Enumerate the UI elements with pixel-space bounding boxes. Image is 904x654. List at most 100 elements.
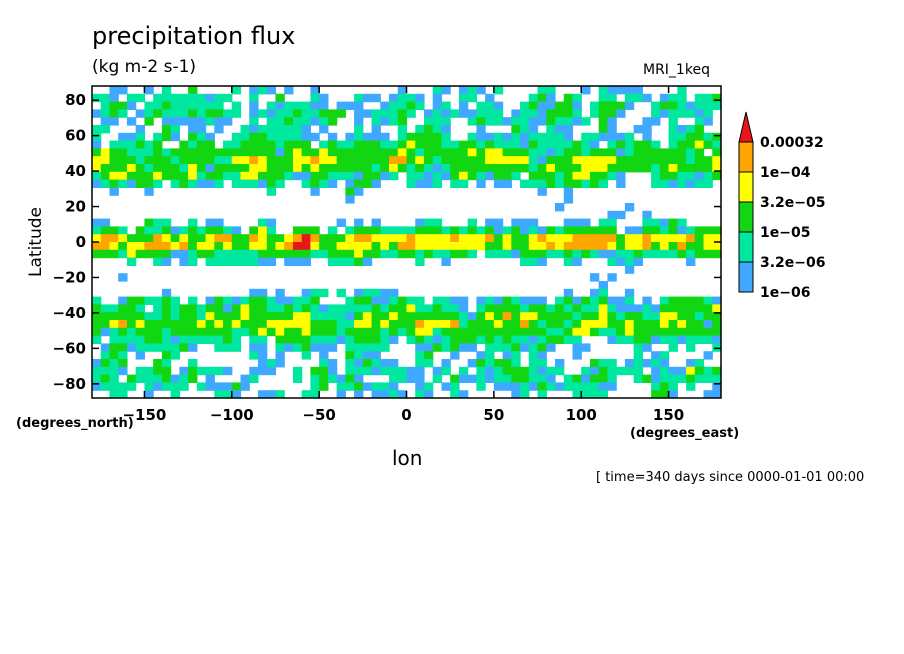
heat-cell bbox=[301, 226, 312, 235]
heat-cell bbox=[528, 242, 539, 251]
heat-cell bbox=[345, 195, 355, 204]
heat-cell bbox=[292, 304, 303, 313]
heat-cell bbox=[668, 179, 678, 188]
heat-cell bbox=[336, 164, 346, 173]
heat-cell bbox=[493, 382, 504, 391]
heat-cell bbox=[170, 179, 180, 188]
heat-cell bbox=[310, 86, 320, 95]
heat-cell bbox=[345, 148, 355, 157]
heat-cell bbox=[284, 249, 294, 259]
heat-cell bbox=[423, 249, 434, 259]
heat-cell bbox=[345, 101, 355, 110]
heat-cell bbox=[589, 359, 600, 368]
heat-cell bbox=[118, 327, 128, 337]
heat-cell bbox=[616, 148, 626, 157]
heat-cell bbox=[633, 242, 643, 251]
heat-cell bbox=[135, 312, 146, 321]
heat-cell bbox=[581, 343, 591, 352]
heat-cell bbox=[686, 109, 696, 118]
heat-cell bbox=[354, 320, 364, 329]
heat-cell bbox=[555, 304, 565, 313]
heat-cell bbox=[170, 249, 180, 259]
heat-cell bbox=[598, 382, 609, 391]
heat-cell bbox=[135, 343, 146, 352]
heat-cell bbox=[502, 320, 512, 329]
heat-cell bbox=[528, 335, 539, 344]
heat-cell bbox=[659, 148, 670, 157]
heat-cell bbox=[659, 171, 670, 181]
heat-cell bbox=[546, 93, 556, 103]
heat-cell bbox=[502, 164, 512, 173]
heat-cell bbox=[511, 132, 521, 142]
heat-cell bbox=[257, 171, 268, 181]
heat-cell bbox=[415, 374, 425, 383]
heat-cell bbox=[423, 335, 434, 344]
heat-cell bbox=[135, 242, 146, 251]
heat-cell bbox=[362, 257, 373, 266]
heat-cell bbox=[467, 93, 477, 103]
heat-cell bbox=[362, 312, 373, 321]
heat-cell bbox=[511, 343, 521, 352]
heat-cell bbox=[511, 218, 521, 227]
heat-cell bbox=[607, 366, 617, 376]
heat-cell bbox=[231, 101, 242, 110]
heat-cell bbox=[371, 164, 381, 173]
heat-cell bbox=[555, 148, 565, 157]
heat-cell bbox=[188, 359, 198, 368]
heat-cell bbox=[109, 343, 119, 352]
heat-cell bbox=[389, 242, 399, 251]
heat-cell bbox=[275, 140, 285, 149]
heat-cell bbox=[467, 327, 477, 337]
heat-cell bbox=[589, 179, 600, 188]
heat-cell bbox=[118, 109, 128, 118]
heat-cell bbox=[555, 156, 565, 165]
heat-cell bbox=[310, 156, 320, 165]
heat-cell bbox=[686, 140, 696, 149]
heat-cell bbox=[354, 257, 364, 266]
heat-cell bbox=[380, 288, 390, 298]
heat-cell bbox=[327, 257, 338, 266]
heat-cell bbox=[319, 374, 329, 383]
heat-cell bbox=[161, 374, 172, 383]
heat-cell bbox=[354, 132, 364, 142]
heat-cell bbox=[301, 312, 312, 321]
heat-cell bbox=[161, 366, 172, 376]
heat-cell bbox=[345, 312, 355, 321]
heat-cell bbox=[703, 296, 713, 305]
heat-cell bbox=[389, 164, 399, 173]
heat-cell bbox=[179, 374, 189, 383]
heat-cell bbox=[240, 242, 250, 251]
heat-cell bbox=[450, 327, 460, 337]
heat-cell bbox=[161, 242, 172, 251]
heat-cell bbox=[118, 132, 128, 142]
heat-cell bbox=[205, 132, 215, 142]
heat-cell bbox=[126, 132, 137, 142]
heat-cell bbox=[179, 234, 189, 243]
heat-cell bbox=[161, 320, 172, 329]
heat-cell bbox=[598, 374, 609, 383]
heat-cell bbox=[319, 351, 329, 360]
heat-cell bbox=[572, 296, 582, 305]
heat-cell bbox=[362, 109, 373, 118]
heat-cell bbox=[144, 242, 154, 251]
heat-cell bbox=[249, 234, 259, 243]
heat-cell bbox=[380, 242, 390, 251]
heat-cell bbox=[572, 117, 582, 126]
heat-cell bbox=[642, 242, 652, 251]
heat-cell bbox=[589, 382, 600, 391]
heat-cell bbox=[415, 327, 425, 337]
heat-cell bbox=[380, 320, 390, 329]
heat-cell bbox=[257, 218, 268, 227]
heat-cell bbox=[310, 242, 320, 251]
heat-cell bbox=[528, 226, 539, 235]
heat-cell bbox=[354, 296, 364, 305]
heat-cell bbox=[362, 156, 373, 165]
heat-cell bbox=[406, 335, 416, 344]
heat-cell bbox=[598, 390, 609, 398]
heat-cell bbox=[485, 296, 495, 305]
heat-cell bbox=[354, 171, 364, 181]
heat-cell bbox=[188, 156, 198, 165]
heat-cell bbox=[546, 374, 556, 383]
heat-cell bbox=[275, 327, 285, 337]
heat-cell bbox=[589, 164, 600, 173]
